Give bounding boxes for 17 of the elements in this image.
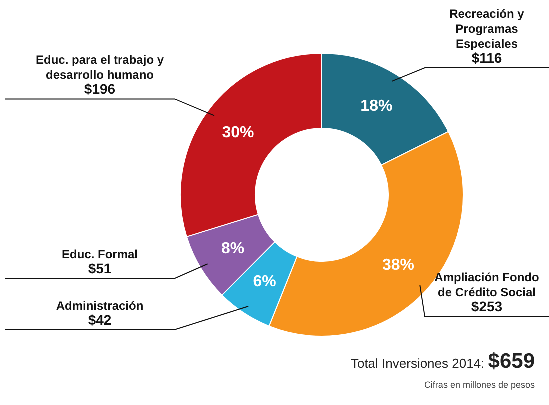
data-label: $116 — [472, 50, 502, 66]
data-label: $196 — [84, 81, 116, 98]
data-label: $253 — [471, 298, 503, 315]
text: 6% — [253, 273, 276, 290]
text: 8% — [221, 240, 245, 258]
text: 38% — [382, 256, 414, 274]
slice-label: Recreación y Programas Especiales — [450, 7, 525, 51]
data-label: $42 — [88, 312, 112, 328]
text: 30% — [222, 124, 254, 142]
slice-label: Educ. Formal — [62, 248, 138, 262]
slice-label: Administración — [56, 298, 144, 313]
text: Total Inversiones 2014: $659 — [350, 350, 535, 374]
slice-label: Educ. para el trabajo y desarrollo humano — [36, 53, 164, 82]
slice-label: Ampliación Fondo de Crédito Social — [434, 270, 540, 300]
text: 18% — [360, 98, 393, 115]
data-label: $51 — [88, 260, 112, 277]
text: Cifras en millones de pesos — [423, 380, 535, 390]
